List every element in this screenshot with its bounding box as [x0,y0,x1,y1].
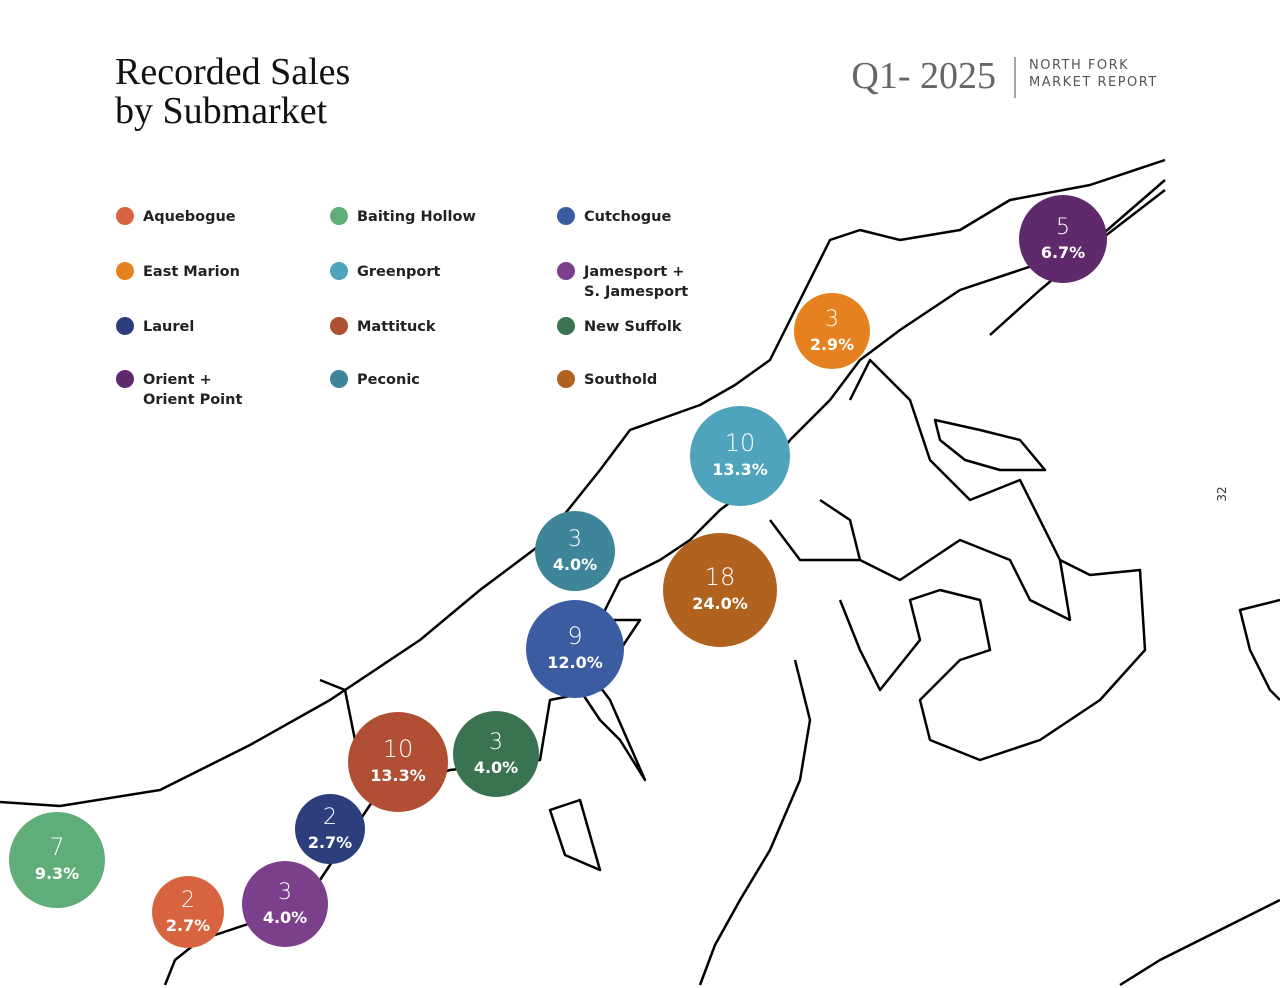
legend-label: Aquebogue [143,209,236,225]
bubble [295,794,365,864]
legend-label: Orient + [143,372,212,388]
legend-label: Cutchogue [584,209,671,225]
bubble-count: 18 [705,563,736,591]
report-line: MARKET REPORT [1029,75,1158,90]
report-line: NORTH FORK [1029,58,1129,73]
bubble-percent: 4.0% [474,758,518,777]
bubble-count: 10 [383,735,414,763]
bubble-percent: 2.7% [166,916,210,935]
bubble-percent: 2.9% [810,335,854,354]
legend-swatch [557,317,575,335]
bubble-count: 2 [181,888,195,913]
legend-label: Orient Point [143,392,242,408]
title-line: by Submarket [115,90,328,132]
bubble [242,861,328,947]
bubble-percent: 2.7% [308,833,352,852]
legend-swatch [330,262,348,280]
title-line: Recorded Sales [115,51,350,93]
bubble-percent: 4.0% [263,908,307,927]
bubble [453,711,539,797]
bubble-count: 3 [489,730,503,755]
legend-swatch [330,317,348,335]
bubble-percent: 9.3% [35,864,79,883]
bubble [348,712,448,812]
legend-label: Greenport [357,264,441,280]
legend-label: Laurel [143,319,194,335]
legend-swatch [557,207,575,225]
legend-label: Baiting Hollow [357,209,476,225]
legend-label: Mattituck [357,319,436,335]
bubble-percent: 24.0% [692,594,748,613]
bubble [535,511,615,591]
bubble-count: 2 [323,805,337,830]
legend: Aquebogue Baiting Hollow Cutchogue East Mar… [116,207,688,408]
bubble-percent: 13.3% [712,460,768,479]
period: Q1- 2025 [851,55,996,97]
bubble-count: 3 [825,307,839,332]
bubble-percent: 4.0% [553,555,597,574]
bubble [794,293,870,369]
bubble [1019,195,1107,283]
bubble-percent: 13.3% [370,766,426,785]
bubble-count: 5 [1056,215,1070,240]
bubble-count: 10 [725,429,756,457]
bubble-count: 7 [49,833,64,861]
bubble-count: 3 [568,527,582,552]
legend-label: East Marion [143,264,240,280]
bubble-count: 3 [278,880,292,905]
legend-label: New Suffolk [584,319,682,335]
bubble [690,406,790,506]
bubble-percent: 6.7% [1041,243,1085,262]
bubble [152,876,224,948]
legend-swatch [330,370,348,388]
legend-swatch [116,370,134,388]
legend-label: Southold [584,372,657,388]
legend-swatch [116,207,134,225]
bubble [9,812,105,908]
bubble-count: 9 [567,622,582,650]
legend-swatch [557,262,575,280]
bubble [526,600,624,698]
legend-swatch [116,317,134,335]
bubble [663,533,777,647]
legend-swatch [330,207,348,225]
bubble-percent: 12.0% [547,653,603,672]
legend-label: Peconic [357,372,420,388]
legend-label: S. Jamesport [584,284,688,300]
legend-label: Jamesport + [583,264,684,280]
page-number: 32 [1215,486,1229,501]
legend-swatch [557,370,575,388]
legend-swatch [116,262,134,280]
